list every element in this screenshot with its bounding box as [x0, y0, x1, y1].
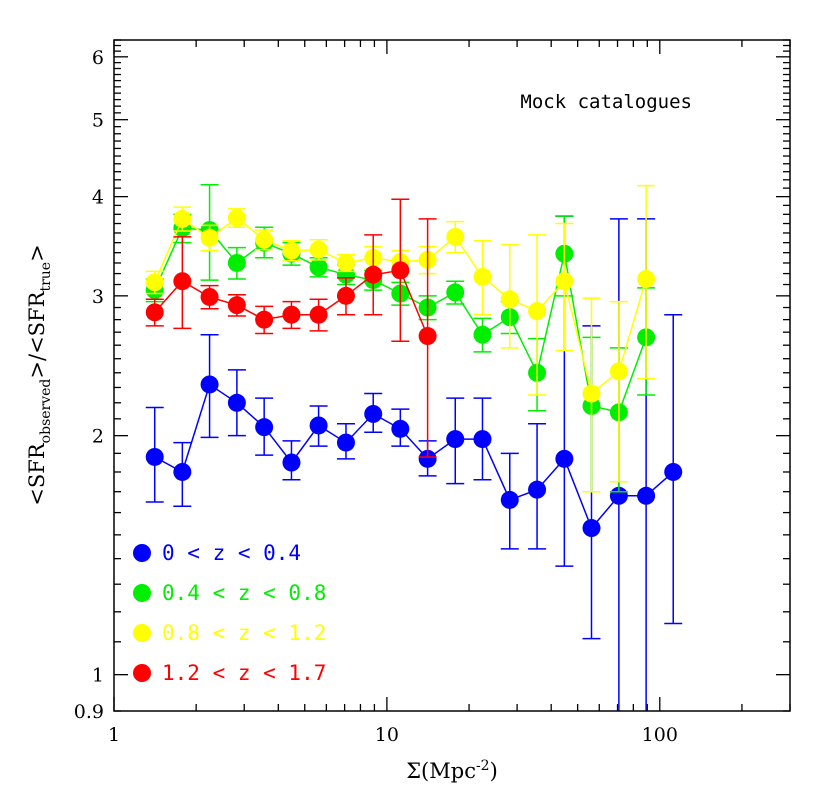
data-point [500, 490, 519, 509]
data-point [473, 430, 492, 449]
y-tick-label: 6 [92, 47, 104, 69]
data-point [664, 462, 683, 481]
data-point [309, 416, 328, 435]
data-point [227, 296, 246, 315]
series-layer [145, 184, 683, 711]
legend-label: 0.8 < z < 1.2 [162, 621, 326, 645]
data-point [309, 305, 328, 324]
data-point [446, 283, 465, 302]
axis-ticks [113, 39, 791, 712]
data-point [200, 228, 219, 247]
data-point [446, 227, 465, 246]
data-point [555, 449, 574, 468]
legend-marker [133, 584, 151, 602]
data-point [309, 258, 328, 277]
data-point [227, 208, 246, 227]
data-point [391, 419, 410, 438]
data-point [528, 480, 547, 499]
x-axis-title: Σ(Mpc-2) [406, 758, 498, 783]
data-point [200, 287, 219, 306]
data-point [473, 267, 492, 286]
data-point [364, 265, 383, 284]
data-point [500, 290, 519, 309]
legend-marker [133, 664, 151, 682]
data-point [145, 447, 164, 466]
data-point [391, 261, 410, 280]
legend: 0 < z < 0.4 0.4 < z < 0.8 0.8 < z < 1.2 1.2… [133, 541, 326, 685]
data-point [418, 327, 437, 346]
y-axis-title: <SFRobserved>/<SFRtrue> [25, 244, 54, 505]
plot-frame [113, 39, 791, 712]
data-point [609, 362, 628, 381]
data-point [336, 253, 355, 272]
data-point [145, 273, 164, 292]
series-3 [145, 198, 437, 458]
data-point [282, 305, 301, 324]
data-point [582, 384, 601, 403]
data-point [282, 241, 301, 260]
data-point [255, 418, 274, 437]
data-point [528, 302, 547, 321]
y-tick-label: 1 [92, 665, 104, 687]
data-point [418, 449, 437, 468]
data-point [364, 404, 383, 423]
data-point [145, 303, 164, 322]
data-point [555, 272, 574, 291]
data-point [173, 272, 192, 291]
legend-label: 0 < z < 0.4 [162, 541, 301, 565]
data-point [336, 433, 355, 452]
legend-marker [133, 624, 151, 642]
data-point [582, 519, 601, 538]
data-point [637, 270, 656, 289]
y-tick-label: 3 [92, 286, 104, 308]
legend-marker [133, 544, 151, 562]
data-point [309, 240, 328, 259]
y-tick-label: 0.9 [74, 701, 104, 723]
x-tick-label: 1 [108, 724, 120, 746]
data-point [227, 393, 246, 412]
y-tick-label: 2 [92, 426, 104, 448]
legend-label: 0.4 < z < 0.8 [162, 581, 326, 605]
y-tick-label: 5 [92, 110, 104, 132]
x-tick-label: 10 [375, 724, 399, 746]
data-point [227, 253, 246, 272]
y-tick-label: 4 [92, 187, 104, 209]
annotation: Mock catalogues [520, 91, 692, 113]
data-point [637, 486, 656, 505]
data-point [200, 375, 219, 394]
data-point [255, 230, 274, 249]
data-point [336, 286, 355, 305]
data-point [173, 209, 192, 228]
x-tick-label: 100 [642, 724, 678, 746]
data-point [473, 325, 492, 344]
data-point [446, 430, 465, 449]
legend-label: 1.2 < z < 1.7 [162, 661, 326, 685]
data-point [173, 462, 192, 481]
data-point [282, 453, 301, 472]
data-point [255, 310, 274, 329]
